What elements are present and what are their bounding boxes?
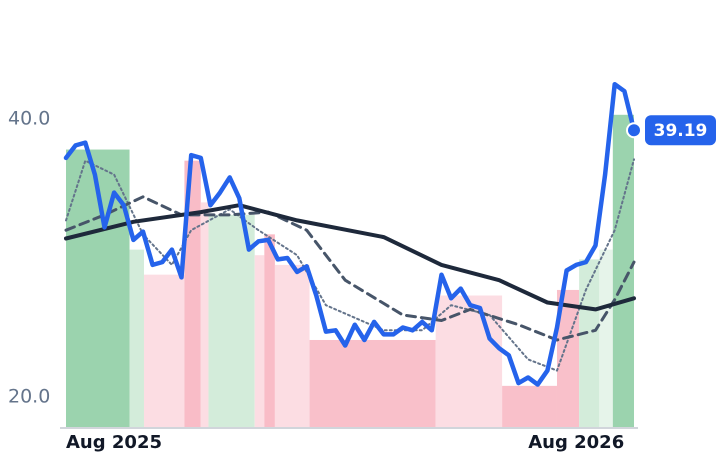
signal-band [435, 295, 503, 427]
signal-band [579, 259, 600, 427]
y-tick-label: 20.0 [8, 385, 50, 407]
signal-band [264, 234, 275, 427]
x-tick-label: Aug 2026 [528, 432, 624, 453]
signal-band [309, 339, 436, 427]
x-tick-label: Aug 2025 [66, 432, 162, 453]
last-point [626, 122, 642, 139]
signal-band [274, 264, 310, 427]
signal-band [599, 249, 613, 427]
signal-band [502, 385, 557, 427]
signal-band [143, 274, 185, 427]
signal-band [254, 255, 265, 427]
line-series [64, 203, 636, 312]
signal-band [612, 114, 634, 427]
signal-band [200, 202, 209, 427]
value-label: 39.19 [654, 121, 708, 141]
y-tick-label: 40.0 [8, 107, 50, 129]
signal-band [129, 249, 144, 427]
value-badge [645, 115, 716, 146]
line-series [64, 195, 636, 342]
line-series [63, 81, 637, 387]
